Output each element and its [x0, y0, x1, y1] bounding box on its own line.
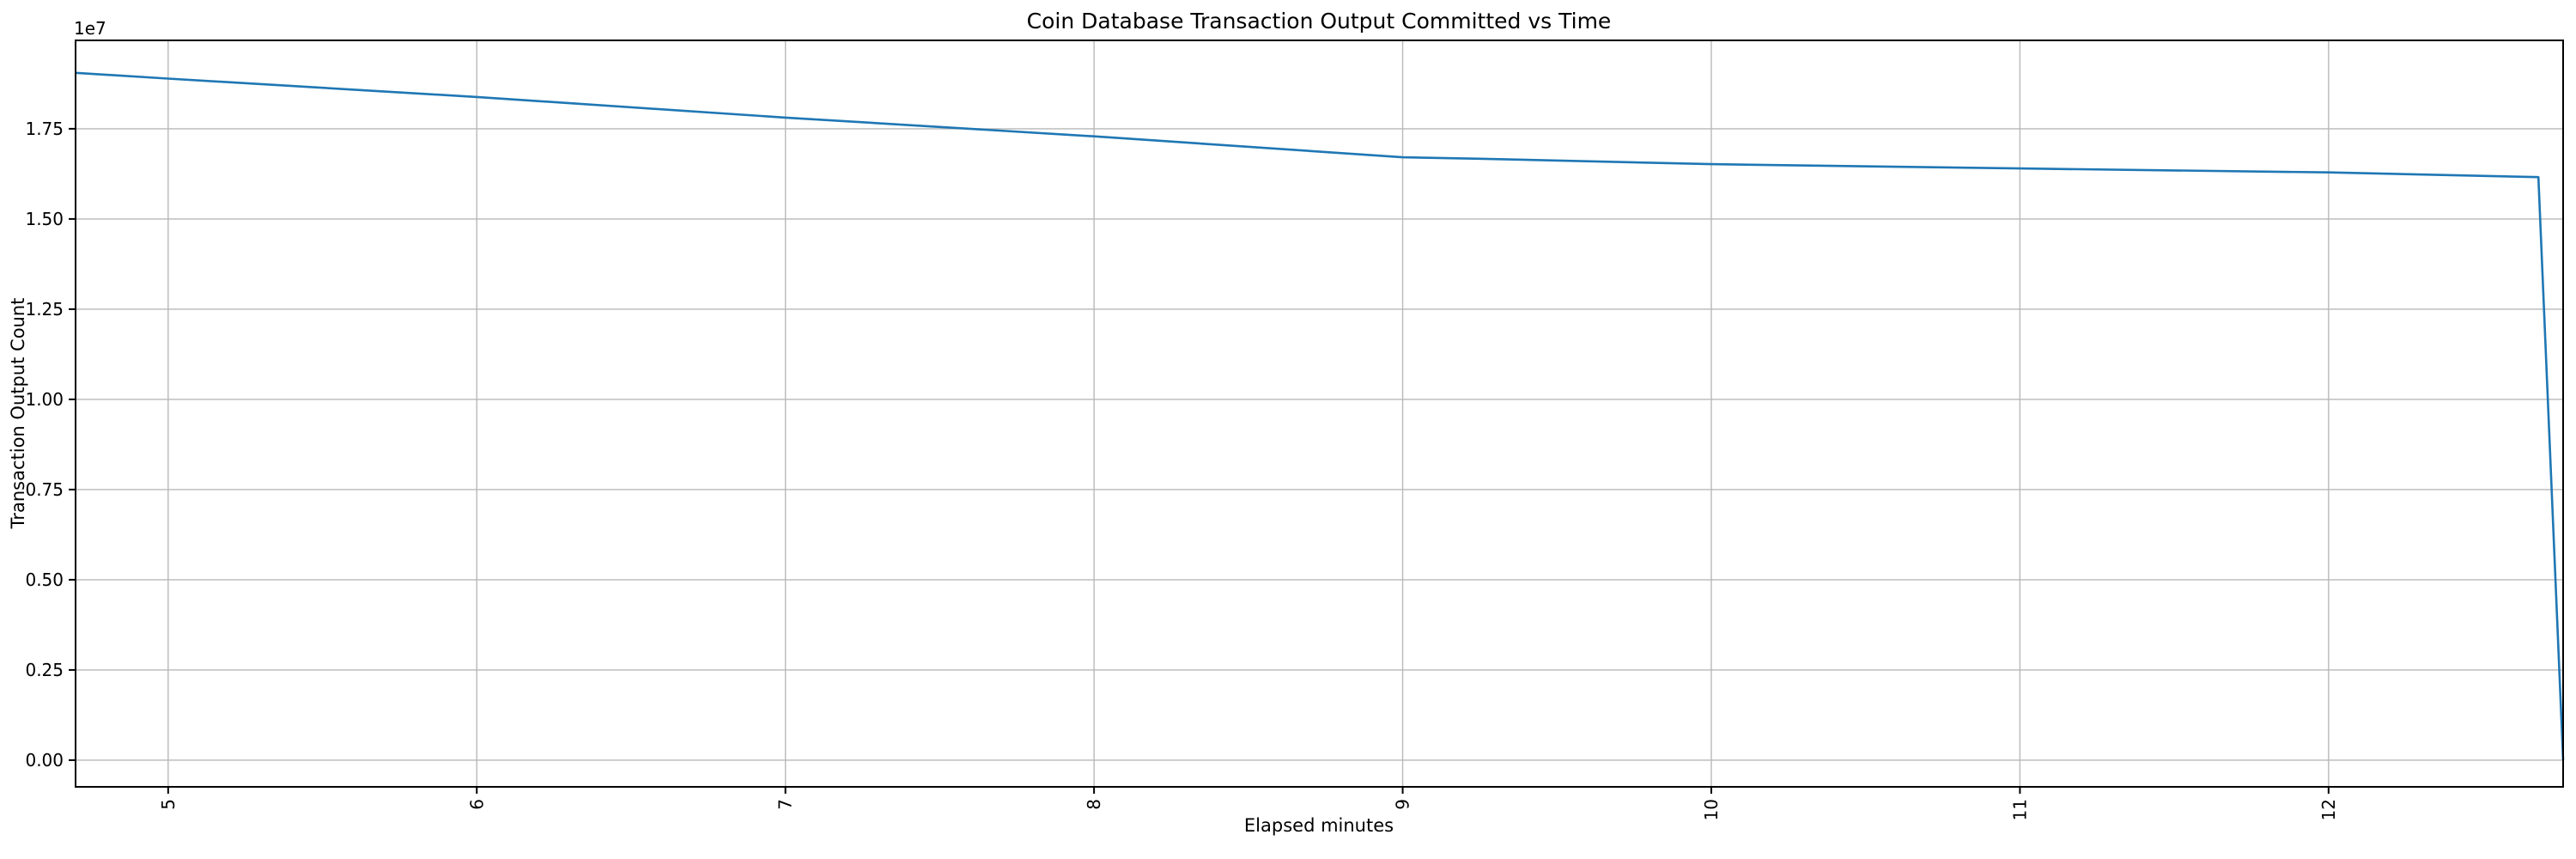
y-tick-label: 0.50 — [25, 570, 64, 590]
x-axis-label: Elapsed minutes — [1244, 815, 1394, 836]
y-axis-offset-label: 1e7 — [74, 18, 106, 39]
x-tick-label: 10 — [1701, 799, 1722, 820]
y-tick-label: 0.75 — [25, 479, 64, 500]
plot-border — [75, 40, 2564, 788]
y-tick-label: 1.00 — [25, 389, 64, 410]
x-tick-label: 5 — [158, 799, 179, 810]
y-tick-label: 1.75 — [25, 119, 64, 139]
x-tick-label: 8 — [1084, 799, 1104, 810]
y-tick-label: 0.00 — [25, 750, 64, 771]
tick-layer: 5 6 7 8 9 10 11 12 0.00 0.25 0.50 0.75 1.00 1.25 1.50 1… — [25, 119, 2338, 821]
x-tick-label: 12 — [2318, 799, 2339, 820]
chart-title: Coin Database Transaction Output Committ… — [1027, 9, 1612, 34]
y-tick-label: 1.50 — [25, 209, 64, 229]
y-axis-label: Transaction Output Count — [8, 298, 28, 530]
series-layer — [75, 71, 2565, 760]
x-tick-label: 9 — [1393, 799, 1413, 810]
x-tick-label: 6 — [466, 799, 487, 810]
x-tick-label: 11 — [2009, 799, 2030, 820]
data-line-transaction-output-count — [75, 71, 2565, 760]
y-tick-label: 1.25 — [25, 299, 64, 320]
y-tick-label: 0.25 — [25, 660, 64, 680]
x-tick-label: 7 — [775, 799, 796, 810]
